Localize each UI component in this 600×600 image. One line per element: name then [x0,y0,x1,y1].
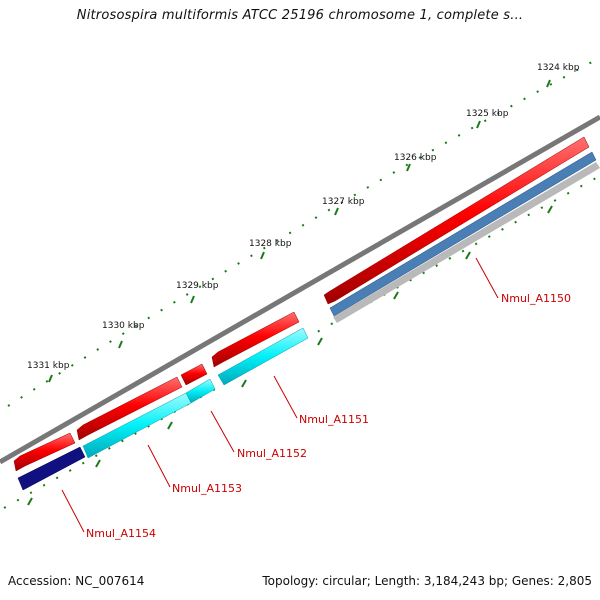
map-title: Nitrosospira multiformis ATCC 25196 chro… [76,8,524,23]
tick-label-1325: 1325 kbp [466,109,509,119]
gene-label-nmul-a1150[interactable]: Nmul_A1150 [501,292,571,305]
major-ticks [27,79,553,506]
cds-arrow-nmul-a1151[interactable] [211,311,300,368]
product-bar-nmul-a1154[interactable] [17,446,86,491]
label-leaders [61,257,499,533]
accession-text: Accession: NC_007614 [8,574,145,588]
tick-label-1330: 1330 kbp [102,321,145,331]
cds-arrow-nmul-a1152[interactable] [180,363,208,386]
gene-label-nmul-a1152[interactable]: Nmul_A1152 [237,447,307,460]
tick-label-1328: 1328 kbp [249,239,292,249]
cds-arrow-nmul-a1153[interactable] [76,376,183,441]
chromosome-backbone [0,114,600,465]
product-bar-nmul-a1151[interactable] [217,327,309,386]
gene-label-nmul-a1151[interactable]: Nmul_A1151 [299,413,369,426]
product-bar-nmul-a1153[interactable] [82,392,192,459]
tick-label-1326: 1326 kbp [394,153,437,163]
gene-label-nmul-a1154[interactable]: Nmul_A1154 [86,527,156,540]
tick-label-1331: 1331 kbp [27,361,70,371]
cds-arrow-nmul-a1154[interactable] [13,432,76,472]
cds-arrow-nmul-a1150[interactable] [323,136,590,305]
gene-label-nmul-a1153[interactable]: Nmul_A1153 [172,482,242,495]
tick-label-1324: 1324 kbp [537,63,580,73]
product-bar-nmul-a1150[interactable] [329,151,597,317]
tick-label-1329: 1329 kbp [176,281,219,291]
tick-label-1327: 1327 kbp [322,197,365,207]
product-bar-nmul-a1150[interactable] [333,162,600,323]
topology-summary: Topology: circular; Length: 3,184,243 bp… [262,574,592,588]
